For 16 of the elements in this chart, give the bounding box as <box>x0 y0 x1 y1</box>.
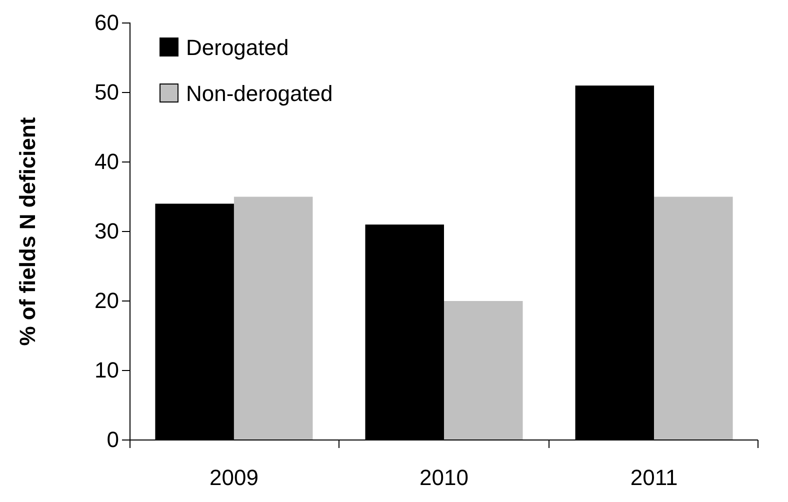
bar <box>654 196 733 440</box>
y-tick-label: 20 <box>94 288 119 314</box>
bar <box>234 196 313 440</box>
y-tick-label: 40 <box>94 149 119 174</box>
y-tick-label: 0 <box>106 427 119 452</box>
y-tick-label: 30 <box>94 218 119 244</box>
y-tick-label: 50 <box>94 80 119 105</box>
y-tick-label: 60 <box>94 10 119 36</box>
x-tick-label: 2011 <box>630 465 678 490</box>
x-tick-label: 2009 <box>209 465 258 490</box>
y-tick-label: 10 <box>94 358 119 383</box>
legend-label: Non-derogated <box>186 81 333 106</box>
x-tick-label: 2010 <box>420 465 468 490</box>
bar <box>444 301 523 440</box>
legend-label: Derogated <box>186 35 289 60</box>
y-axis-title: % of fields N deficient <box>15 116 40 346</box>
